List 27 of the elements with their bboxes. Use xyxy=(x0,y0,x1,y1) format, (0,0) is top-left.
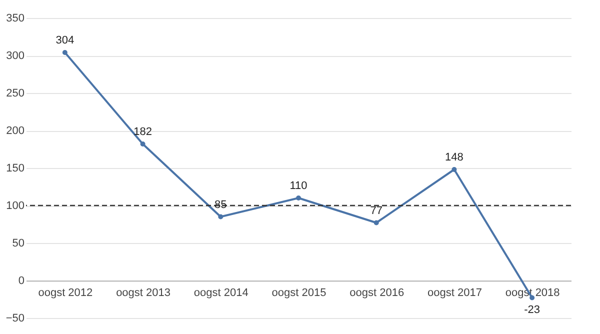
data-label: 77 xyxy=(370,204,382,217)
point xyxy=(140,142,146,146)
data-label: 110 xyxy=(290,180,308,192)
point xyxy=(452,167,457,172)
y-tick-label: 150 xyxy=(6,162,24,174)
y-tick-label: 200 xyxy=(6,125,24,137)
x-tick-label: oogst 2014 xyxy=(194,287,248,299)
x-tick-label: oogst 2016 xyxy=(350,287,404,299)
point xyxy=(296,196,301,200)
data-label: -23 xyxy=(524,304,540,316)
y-tick-label: 50 xyxy=(12,238,24,250)
data-label: 148 xyxy=(445,152,464,164)
point xyxy=(374,220,379,226)
y-tick-label: 250 xyxy=(6,88,24,100)
y-tick-label: 300 xyxy=(6,50,24,62)
y-tick-label: 100 xyxy=(6,200,24,212)
point xyxy=(62,50,68,55)
data-label: 182 xyxy=(134,126,152,138)
x-tick-label: oogst 2012 xyxy=(38,287,93,299)
y-tick-label: −50 xyxy=(6,312,24,324)
x-tick-label: oogst 2013 xyxy=(116,287,171,299)
point xyxy=(218,214,224,220)
y-tick-label: 0 xyxy=(18,275,24,287)
data-label: 304 xyxy=(56,34,74,46)
x-tick-label: oogst 2017 xyxy=(427,287,482,299)
x-tick-label: oogst 2015 xyxy=(272,287,326,299)
y-tick-label: 350 xyxy=(6,12,24,24)
